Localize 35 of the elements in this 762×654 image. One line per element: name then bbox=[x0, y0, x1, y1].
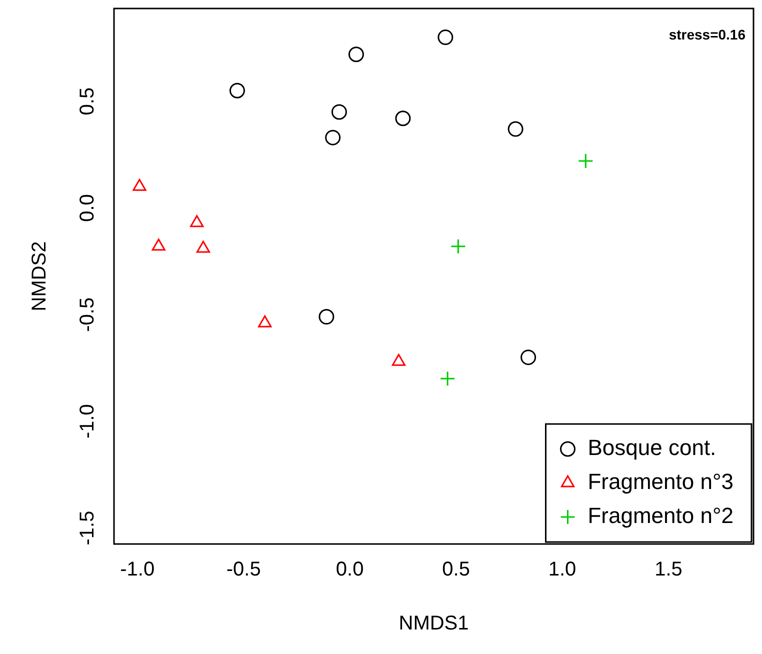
point bbox=[331, 104, 347, 120]
point bbox=[348, 46, 364, 62]
point bbox=[438, 30, 454, 46]
legend-label: Fragmento n°3 bbox=[588, 469, 734, 494]
annotation: stress=0.16 bbox=[668, 26, 746, 42]
legend-label: Fragmento n°2 bbox=[588, 503, 734, 528]
point bbox=[395, 110, 411, 126]
x-tick-label: 0.5 bbox=[442, 558, 470, 581]
point bbox=[196, 240, 210, 253]
point bbox=[392, 354, 406, 366]
x-axis-title: NMDS1 bbox=[398, 612, 469, 635]
point bbox=[258, 315, 272, 328]
point bbox=[508, 121, 524, 137]
point bbox=[152, 238, 166, 251]
point bbox=[229, 82, 245, 98]
point bbox=[325, 130, 341, 146]
x-tick-label: 1.0 bbox=[548, 558, 576, 581]
x-tick-label: -1.0 bbox=[120, 558, 155, 581]
y-tick-label: 0.0 bbox=[76, 194, 99, 222]
y-tick-label: 0.5 bbox=[76, 87, 99, 116]
point bbox=[132, 178, 146, 191]
y-tick-label: -0.5 bbox=[76, 297, 99, 332]
y-axis-title: NMDS2 bbox=[28, 241, 51, 312]
legend-label: Bosque cont. bbox=[588, 435, 716, 460]
y-tick-label: -1.5 bbox=[76, 510, 99, 546]
point bbox=[190, 215, 204, 228]
x-tick-label: 0.0 bbox=[336, 558, 364, 581]
x-tick-label: -0.5 bbox=[226, 558, 261, 581]
x-tick-label: 1.5 bbox=[654, 558, 682, 581]
point bbox=[440, 370, 456, 386]
point bbox=[318, 309, 334, 325]
point bbox=[578, 153, 594, 169]
point bbox=[450, 238, 466, 254]
y-tick-label: -1.0 bbox=[76, 404, 99, 439]
point bbox=[520, 350, 536, 366]
